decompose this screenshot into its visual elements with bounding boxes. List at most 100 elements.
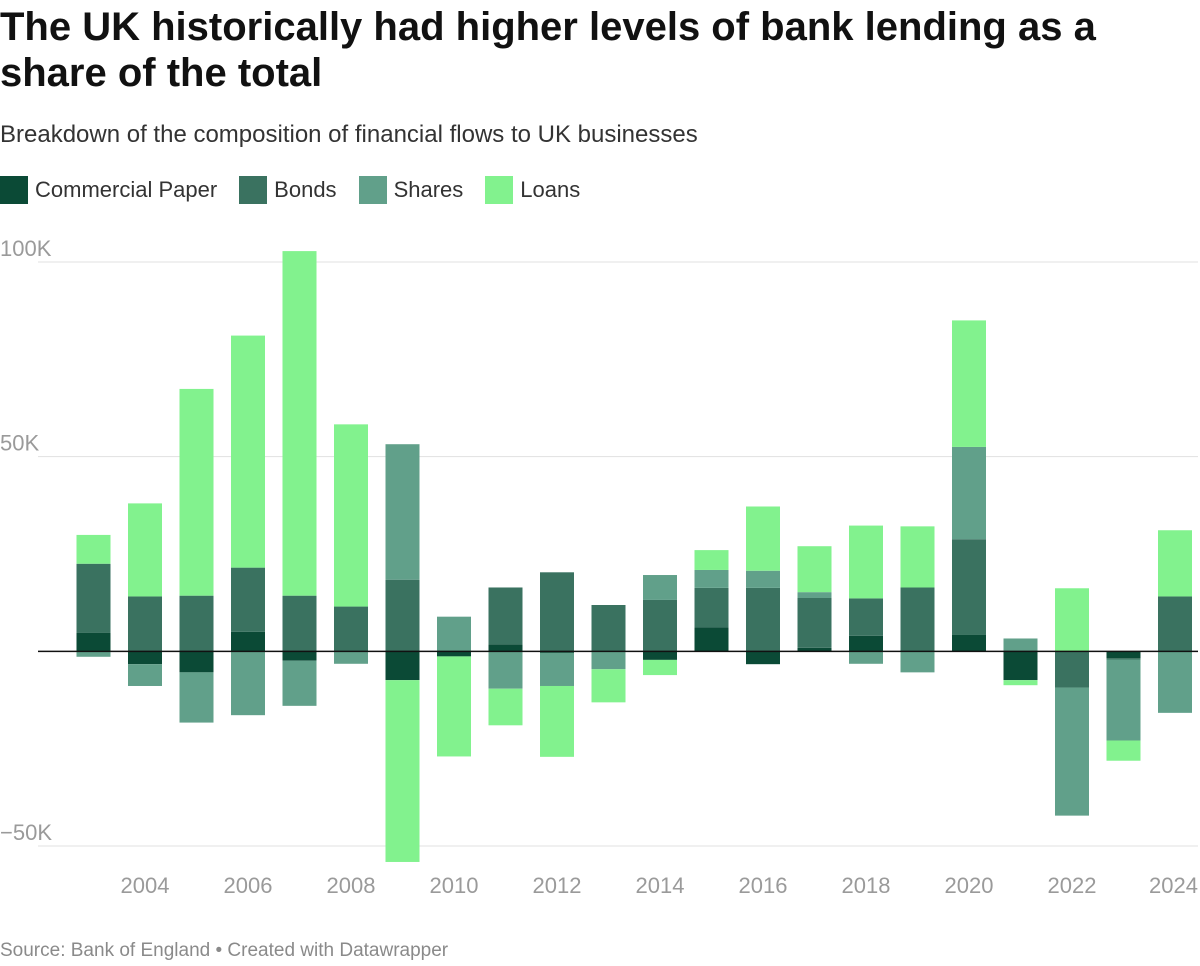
bar-bonds-2005 — [179, 595, 214, 652]
bar-commercial-paper-2020 — [952, 634, 986, 652]
x-tick-label: 2018 — [842, 873, 891, 898]
bar-shares-2005 — [179, 672, 214, 723]
chart-subtitle: Breakdown of the composition of financia… — [0, 121, 698, 148]
legend-swatch — [485, 176, 514, 204]
bar-loans-2016 — [746, 506, 780, 571]
bar-loans-2015 — [694, 550, 729, 570]
bar-bonds-2007 — [282, 595, 317, 652]
bar-shares-2021 — [1003, 638, 1038, 652]
bar-commercial-paper-2006 — [231, 631, 265, 652]
bar-shares-2010 — [437, 616, 471, 652]
bar-loans-2014 — [643, 659, 677, 676]
bar-loans-2003 — [76, 534, 111, 564]
legend-item-loans: Loans — [485, 176, 580, 204]
bar-bonds-2018 — [849, 598, 883, 636]
legend-swatch — [358, 176, 387, 204]
bar-bonds-2014 — [643, 599, 677, 652]
legend-label: Commercial Paper — [35, 177, 218, 202]
bar-loans-2007 — [282, 251, 317, 596]
bar-shares-2015 — [694, 569, 729, 588]
x-tick-label: 2004 — [121, 873, 170, 898]
legend-item-bonds: Bonds — [239, 176, 337, 204]
bar-shares-2013 — [591, 651, 626, 670]
bar-shares-2007 — [282, 660, 317, 706]
footer: Source: Bank of England • Created with D… — [0, 940, 448, 962]
bar-bonds-2012 — [540, 572, 574, 652]
x-tick-label: 2024 — [1149, 873, 1198, 898]
bar-shares-2009 — [385, 444, 420, 580]
bar-loans-2024 — [1158, 530, 1192, 597]
bar-bonds-2016 — [746, 587, 780, 652]
credit-link[interactable]: Created with Datawrapper — [227, 940, 449, 961]
source-note: Source: Bank of England — [0, 940, 211, 961]
x-tick-label: 2008 — [327, 873, 376, 898]
bar-loans-2011 — [488, 688, 523, 726]
bar-shares-2014 — [643, 575, 677, 600]
legend: Commercial Paper Bonds Shares Loans — [0, 176, 602, 204]
bar-shares-2017 — [797, 592, 832, 598]
legend-label: Shares — [393, 177, 464, 202]
bar-loans-2022 — [1055, 588, 1089, 652]
bar-commercial-paper-2003 — [76, 632, 111, 652]
bar-commercial-paper-2012 — [540, 651, 574, 653]
bar-commercial-paper-2007 — [282, 651, 317, 661]
bar-bonds-2011 — [488, 587, 523, 645]
bar-shares-2003 — [76, 651, 111, 657]
bar-commercial-paper-2017 — [797, 647, 832, 652]
bar-bonds-2015 — [694, 587, 729, 628]
bar-loans-2009 — [385, 680, 420, 862]
legend-label: Loans — [520, 177, 581, 202]
bar-bonds-2023 — [1106, 658, 1141, 660]
bar-bonds-2020 — [952, 539, 986, 635]
bar-bonds-2006 — [231, 567, 265, 632]
bar-commercial-paper-2009 — [385, 651, 420, 681]
bar-loans-2012 — [540, 685, 574, 757]
bar-commercial-paper-2016 — [746, 651, 780, 665]
bar-commercial-paper-2005 — [179, 651, 214, 673]
bar-commercial-paper-2018 — [849, 635, 883, 652]
legend-swatch — [0, 176, 28, 204]
x-tick-label: 2012 — [533, 873, 582, 898]
chart-title: The UK historically had higher levels of… — [0, 5, 1096, 95]
bar-shares-2008 — [334, 651, 368, 664]
bar-bonds-2022 — [1055, 651, 1089, 688]
bar-shares-2020 — [952, 446, 986, 540]
bar-commercial-paper-2010 — [437, 651, 471, 657]
bar-loans-2005 — [179, 388, 214, 596]
bar-shares-2022 — [1055, 687, 1089, 816]
legend-item-shares: Shares — [358, 176, 464, 204]
bar-shares-2006 — [231, 651, 265, 716]
footer-separator: • — [210, 940, 228, 961]
bar-bonds-2004 — [128, 596, 162, 652]
bar-loans-2021 — [1003, 680, 1038, 686]
bar-bonds-2013 — [591, 605, 626, 652]
y-tick-label: 100K — [0, 236, 52, 261]
x-tick-label: 2010 — [430, 873, 479, 898]
bar-loans-2023 — [1106, 740, 1141, 761]
bar-loans-2006 — [231, 335, 265, 568]
bar-shares-2016 — [746, 570, 780, 588]
bar-bonds-2019 — [900, 587, 935, 652]
bar-shares-2024 — [1158, 651, 1192, 713]
y-tick-label: 50K — [0, 431, 39, 456]
bar-bonds-2009 — [385, 579, 420, 652]
stacked-bar-chart: 100K 50K −50K 2004 2006 2008 2010 2012 2014 2016 2… — [0, 236, 1198, 898]
bar-loans-2020 — [952, 320, 986, 447]
x-tick-label: 2006 — [224, 873, 273, 898]
x-tick-label: 2020 — [945, 873, 994, 898]
bar-loans-2010 — [437, 656, 471, 757]
bar-bonds-2008 — [334, 606, 368, 652]
bar-shares-2019 — [900, 651, 935, 673]
legend-label: Bonds — [274, 177, 337, 202]
bar-commercial-paper-2004 — [128, 651, 162, 665]
x-tick-label: 2022 — [1048, 873, 1097, 898]
legend-item-commercial-paper: Commercial Paper — [0, 176, 217, 204]
bar-commercial-paper-2015 — [694, 627, 729, 652]
bar-shares-2023 — [1106, 659, 1141, 741]
bar-commercial-paper-2023 — [1106, 651, 1141, 659]
bar-shares-2012 — [540, 652, 574, 686]
y-tick-label: −50K — [0, 820, 52, 845]
bar-loans-2018 — [849, 525, 883, 599]
bar-commercial-paper-2011 — [488, 644, 523, 652]
bar-loans-2017 — [797, 546, 832, 593]
